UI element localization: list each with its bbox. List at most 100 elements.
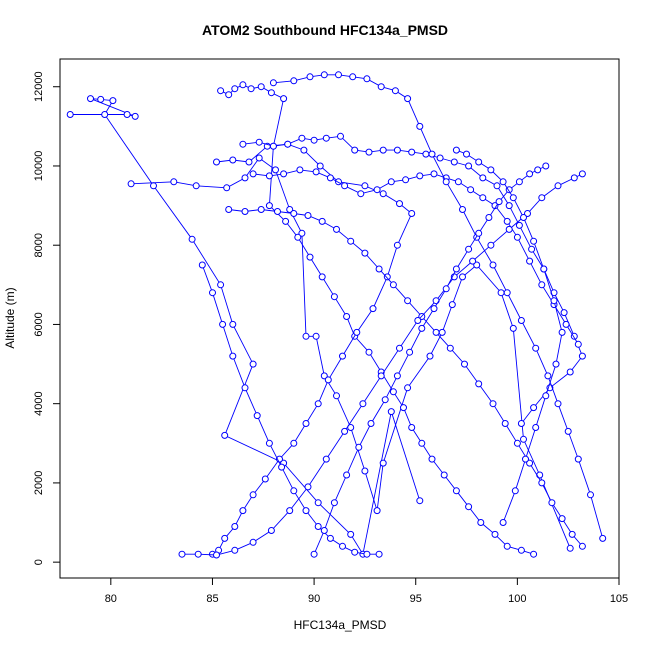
data-point [300,146,308,154]
data-point [459,206,466,213]
y-axis-label: Altitude (m) [3,287,17,348]
data-point [459,273,466,281]
data-point [418,439,426,447]
data-point [255,154,263,162]
data-point [255,138,263,146]
data-point [123,111,131,118]
data-point [418,324,426,332]
data-point [316,162,324,170]
x-tick-label: 95 [410,593,422,605]
data-point [269,79,277,87]
data-point [538,281,546,289]
data-point [428,150,436,158]
data-point [524,210,531,217]
data-point [249,491,257,499]
data-point [379,146,387,154]
data-point [430,305,438,313]
data-point [213,158,220,166]
data-point [442,285,450,293]
data-point [408,424,416,431]
data-point [530,237,538,245]
data-point [188,235,196,243]
data-point [400,404,407,412]
data-point [536,471,544,479]
data-point [452,487,460,495]
data-point [393,241,401,249]
data-point [396,200,403,208]
series-3 [217,81,538,558]
data-point [335,71,342,79]
data-point [517,317,525,324]
data-point [377,83,385,91]
data-point [454,178,462,186]
data-point [408,210,416,217]
data-point [249,170,257,178]
data-point [448,301,456,309]
data-point [365,348,373,356]
data-point [320,372,328,380]
data-point [131,112,139,120]
data-point [406,348,414,356]
data-point [542,392,550,400]
data-point [361,182,369,190]
data-point [538,194,546,202]
data-point [428,455,436,463]
data-point [393,146,401,154]
data-point [339,542,346,550]
data-point [282,217,290,225]
data-point [267,527,275,534]
data-point [570,174,578,182]
data-point [530,550,538,558]
data-point [178,550,186,558]
data-point [528,245,536,253]
data-point [515,221,523,229]
data-point [568,530,576,538]
data-point [239,507,247,515]
series-line [70,98,421,556]
data-point [562,320,570,328]
y-tick-label: 12000 [33,71,45,102]
data-point [544,372,552,380]
series-line [131,157,571,549]
data-point [221,534,229,542]
data-point [298,229,306,237]
data-point [318,273,326,281]
x-axis-label: HFC134a_PMSD [294,618,387,632]
series-9 [198,261,383,558]
data-point [391,87,399,95]
data-point [416,172,424,180]
data-point [304,212,312,219]
data-point [373,186,381,194]
data-point [526,257,534,265]
data-point [353,328,361,336]
data-point [239,81,247,89]
data-point [341,427,349,435]
data-point [290,439,298,447]
data-point [290,77,298,85]
data-point [487,166,495,174]
data-point [294,233,302,241]
data-point [225,91,233,99]
data-point [461,360,468,368]
x-tick-label: 85 [206,593,218,605]
data-point [404,95,412,103]
data-point [522,455,529,463]
data-point [560,309,568,317]
data-point [416,497,424,505]
data-point [538,479,546,487]
data-point [393,372,401,380]
data-point [375,265,383,273]
y-tick-label: 6000 [33,312,45,336]
data-point [284,140,292,148]
data-point [241,208,249,215]
data-point [396,344,403,352]
data-point [479,194,487,202]
x-tick-label: 90 [308,593,320,605]
data-point [422,150,430,158]
data-point [587,491,594,499]
data-point [558,515,566,523]
data-point [127,180,135,188]
x-tick-label: 100 [508,593,526,605]
data-point [440,471,448,479]
